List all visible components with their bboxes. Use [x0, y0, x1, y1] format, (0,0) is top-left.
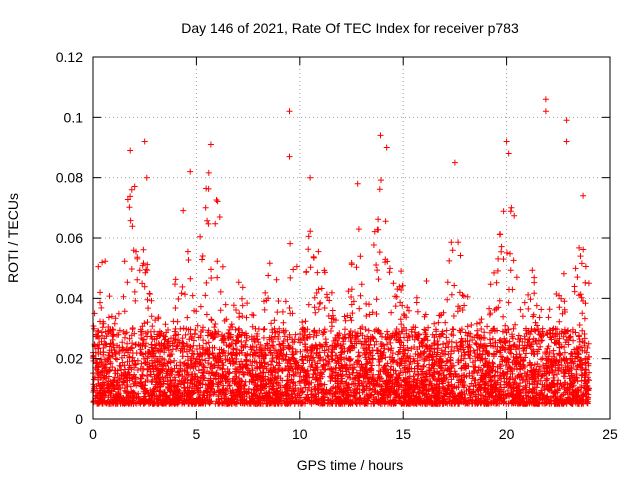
y-axis-label: ROTI / TECUs: [5, 193, 21, 283]
y-tick-label: 0.02: [56, 351, 83, 367]
y-tick-label: 0.1: [64, 109, 84, 125]
axis-ticks: 0 5 10 15 20 25 0 0.02 0.04 0.06 0.08 0.1 0.12: [56, 49, 618, 442]
y-tick-label: 0.04: [56, 290, 83, 306]
grid-lines: [93, 57, 610, 419]
chart-title: Day 146 of 2021, Rate Of TEC Index for r…: [181, 20, 519, 36]
x-axis-label: GPS time / hours: [297, 457, 404, 473]
y-tick-label: 0.12: [56, 49, 83, 65]
y-tick-label: 0: [75, 411, 83, 427]
y-tick-label: 0.08: [56, 170, 83, 186]
x-tick-label: 25: [602, 426, 618, 442]
x-tick-label: 5: [193, 426, 201, 442]
x-tick-label: 15: [395, 426, 411, 442]
x-tick-label: 10: [292, 426, 308, 442]
data-points: [90, 96, 593, 407]
x-tick-label: 0: [89, 426, 97, 442]
roti-point-markers: [90, 96, 593, 407]
y-tick-label: 0.06: [56, 230, 83, 246]
x-tick-label: 20: [499, 426, 515, 442]
